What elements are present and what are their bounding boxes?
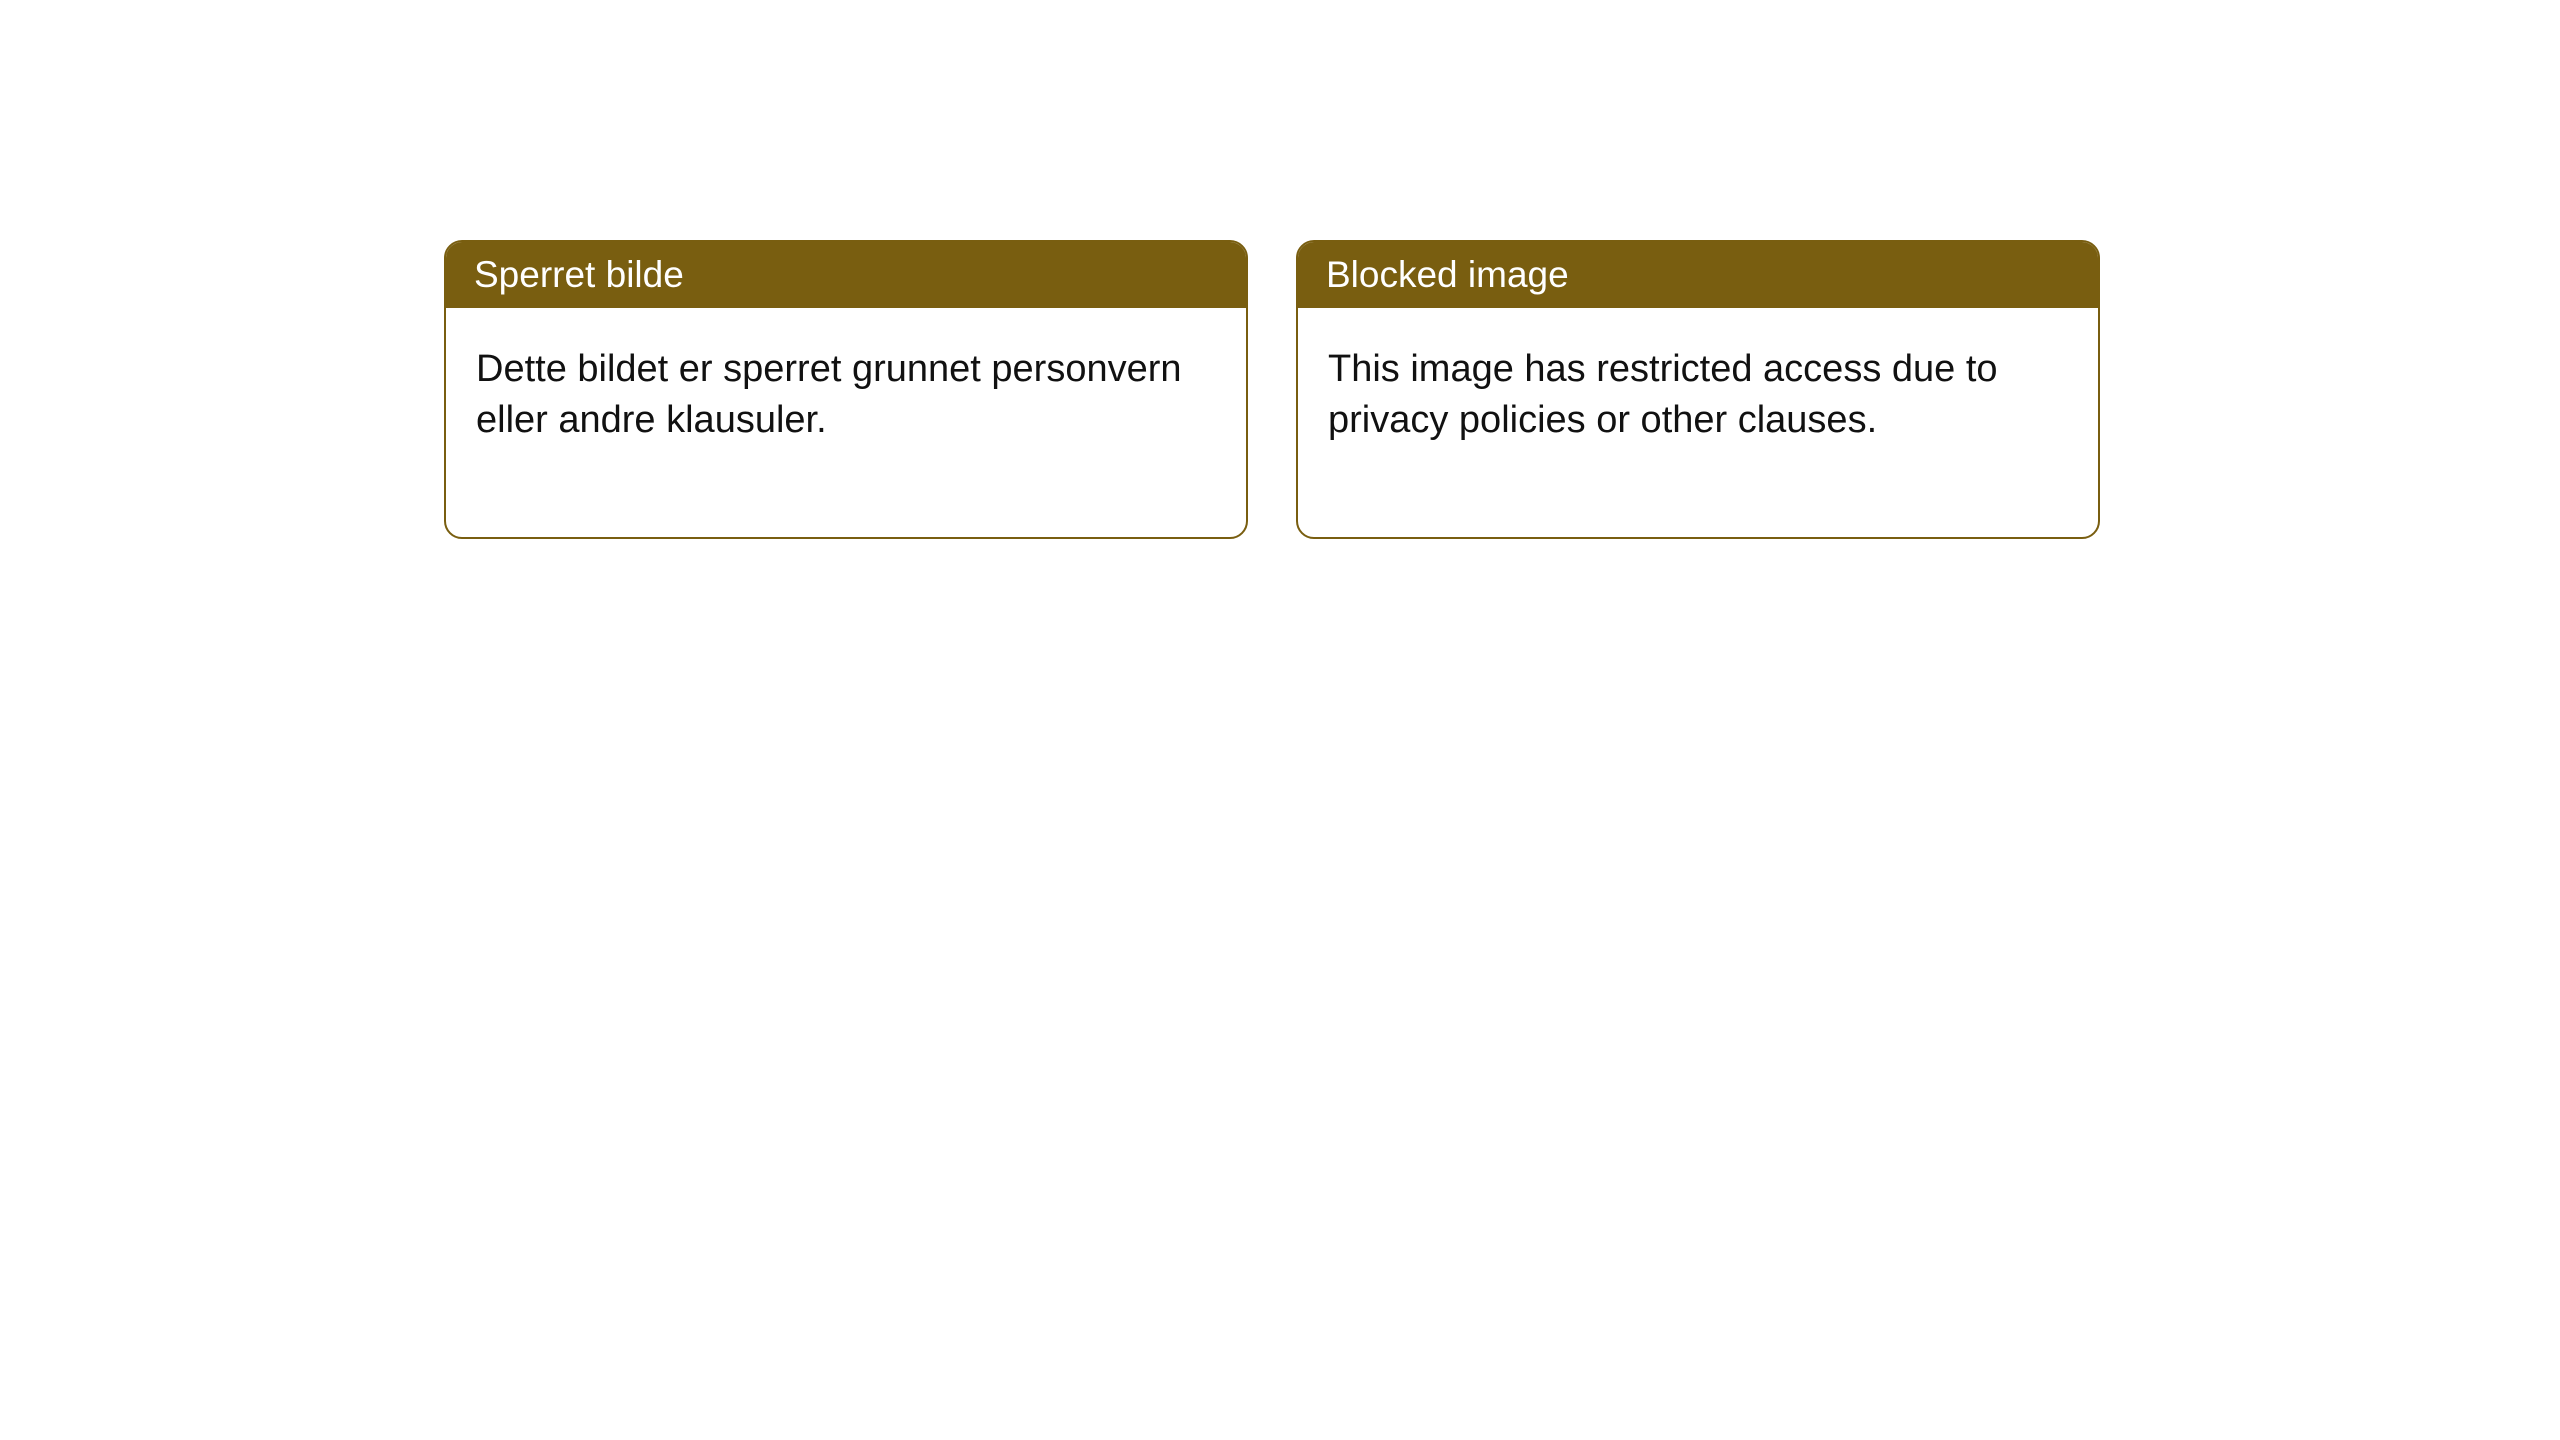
- card-body-en: This image has restricted access due to …: [1298, 308, 2098, 537]
- card-title-en: Blocked image: [1326, 254, 1569, 295]
- card-container: Sperret bilde Dette bildet er sperret gr…: [0, 0, 2560, 539]
- card-header-no: Sperret bilde: [446, 242, 1246, 308]
- blocked-image-card-en: Blocked image This image has restricted …: [1296, 240, 2100, 539]
- card-body-text-no: Dette bildet er sperret grunnet personve…: [476, 348, 1182, 441]
- blocked-image-card-no: Sperret bilde Dette bildet er sperret gr…: [444, 240, 1248, 539]
- card-body-no: Dette bildet er sperret grunnet personve…: [446, 308, 1246, 537]
- card-header-en: Blocked image: [1298, 242, 2098, 308]
- card-body-text-en: This image has restricted access due to …: [1328, 348, 1998, 441]
- card-title-no: Sperret bilde: [474, 254, 684, 295]
